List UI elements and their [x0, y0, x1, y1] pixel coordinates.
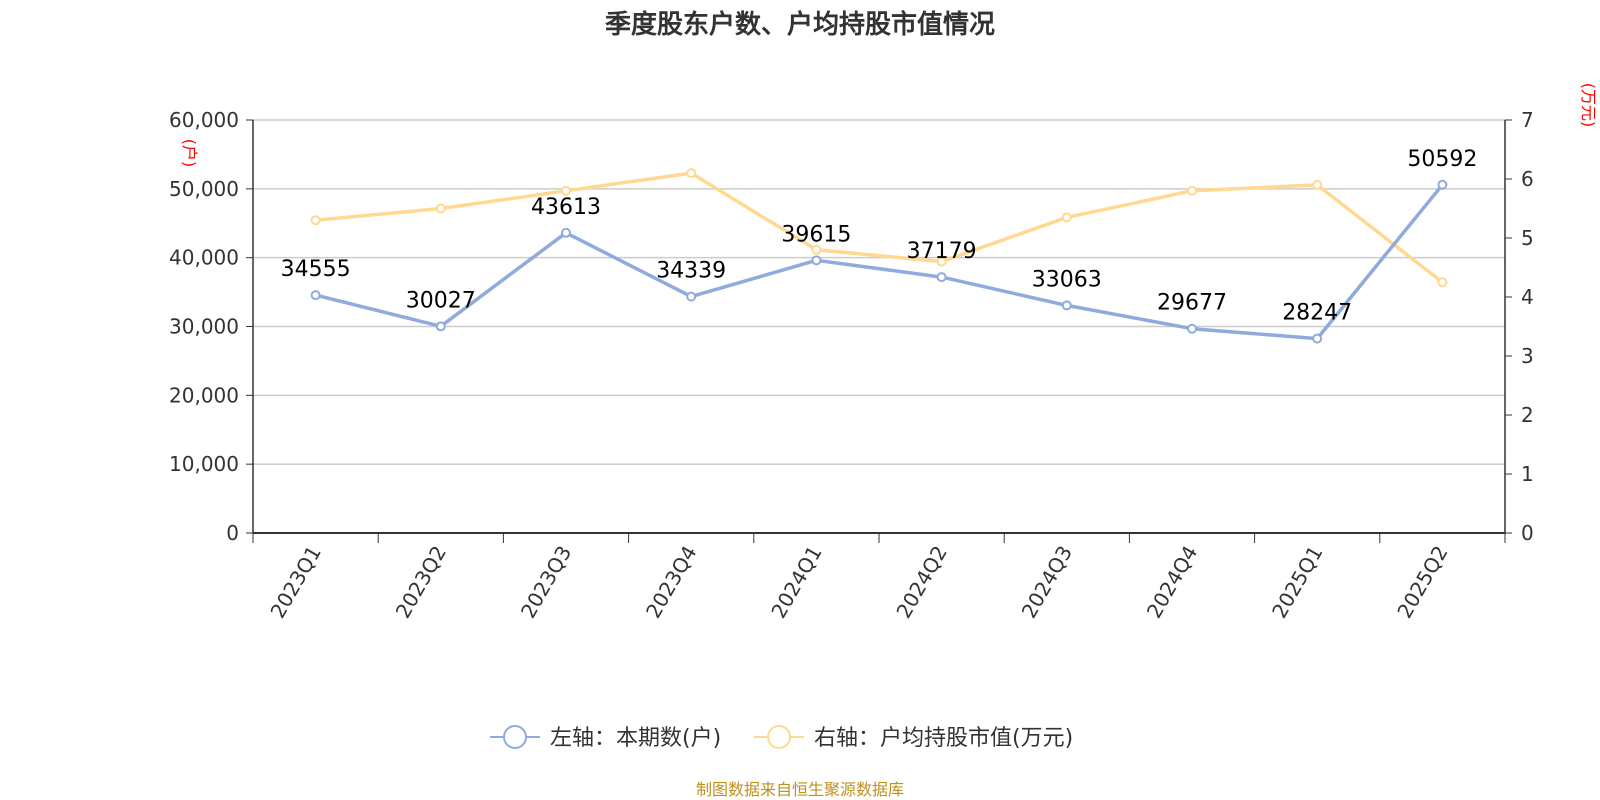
legend[interactable]: 左轴：本期数(户) 右轴：户均持股市值(万元) [490, 725, 1073, 751]
left-axis-unit: (户) [180, 139, 199, 168]
x-tick-label: 2023Q4 [641, 542, 701, 623]
left-tick-label: 50,000 [169, 177, 239, 201]
left-tick-label: 60,000 [169, 108, 239, 132]
data-label: 43613 [531, 195, 601, 220]
x-axis-ticks: 2023Q1 2023Q2 2023Q3 2023Q4 2024Q1 2024Q2 2024… [252, 533, 1506, 623]
data-point-0 [561, 227, 571, 238]
left-tick-label: 30,000 [169, 315, 239, 339]
data-point-0 [435, 321, 446, 332]
data-point-1 [1312, 179, 1323, 190]
data-point-0 [310, 290, 321, 301]
data-point-0 [686, 291, 697, 302]
right-tick-label: 1 [1521, 462, 1534, 486]
data-point-0 [811, 255, 822, 266]
data-point-1 [1187, 185, 1197, 196]
right-tick-label: 0 [1521, 521, 1534, 545]
series-line-0 [315, 183, 1444, 341]
legend-marker-households [503, 725, 527, 749]
x-tick-label: 2025Q2 [1392, 542, 1452, 623]
x-tick-label: 2023Q3 [516, 542, 576, 623]
legend-marker-avg-value [767, 725, 791, 749]
x-tick-label: 2024Q4 [1142, 542, 1202, 623]
data-label: 34555 [281, 257, 351, 282]
legend-item-avg-value[interactable]: 右轴：户均持股市值(万元) [754, 725, 1073, 751]
data-label: 37179 [907, 239, 977, 264]
left-tick-label: 0 [226, 521, 239, 545]
data-point-1 [811, 244, 822, 255]
left-tick-label: 40,000 [169, 246, 239, 270]
data-label: 39615 [781, 222, 851, 247]
data-label: 30027 [406, 288, 476, 313]
right-axis-unit: (万元) [1579, 83, 1598, 128]
data-point-0 [1187, 323, 1197, 334]
data-point-0 [1437, 179, 1448, 190]
right-tick-label: 3 [1521, 344, 1534, 368]
data-labels: 34555 30027 43613 34339 39615 37179 33063 29677… [281, 147, 1478, 326]
series-layer [310, 168, 1448, 344]
data-point-0 [936, 272, 947, 283]
grid [253, 119, 1505, 465]
right-tick-label: 7 [1521, 108, 1534, 132]
data-label: 50592 [1407, 147, 1477, 172]
series-line-1 [315, 171, 1444, 284]
data-point-1 [686, 168, 697, 179]
data-label: 34339 [656, 259, 726, 284]
data-point-1 [936, 256, 947, 267]
data-label: 33063 [1032, 267, 1102, 292]
data-point-1 [1061, 212, 1072, 223]
left-tick-label: 10,000 [169, 452, 239, 476]
x-tick-label: 2025Q1 [1267, 542, 1327, 623]
data-point-1 [435, 203, 446, 214]
data-label: 29677 [1157, 291, 1227, 316]
data-label: 28247 [1282, 301, 1352, 326]
right-tick-label: 4 [1521, 285, 1534, 309]
data-point-0 [1312, 333, 1323, 344]
right-tick-label: 6 [1521, 167, 1534, 191]
x-tick-label: 2023Q1 [265, 542, 325, 623]
left-tick-label: 20,000 [169, 383, 239, 407]
data-point-1 [310, 215, 321, 226]
x-tick-label: 2024Q1 [766, 542, 826, 623]
right-tick-label: 5 [1521, 226, 1534, 250]
data-point-1 [561, 185, 571, 196]
x-tick-label: 2023Q2 [391, 542, 451, 623]
right-tick-label: 2 [1521, 403, 1534, 427]
data-point-0 [1061, 300, 1072, 311]
data-point-1 [1437, 277, 1448, 288]
legend-item-households[interactable]: 左轴：本期数(户) [490, 725, 721, 751]
x-tick-label: 2024Q3 [1017, 542, 1077, 623]
right-axis-ticks: 0 1 2 3 4 5 6 7 [1505, 108, 1534, 545]
source-note: 制图数据来自恒生聚源数据库 [696, 780, 904, 799]
left-axis-ticks: 0 10,000 20,000 30,000 40,000 50,000 60,000 [169, 108, 253, 545]
legend-label-avg-value: 右轴：户均持股市值(万元) [814, 726, 1073, 751]
x-tick-label: 2024Q2 [891, 542, 951, 623]
chart-title: 季度股东户数、户均持股市值情况 [605, 9, 995, 40]
legend-label-households: 左轴：本期数(户) [550, 726, 721, 751]
